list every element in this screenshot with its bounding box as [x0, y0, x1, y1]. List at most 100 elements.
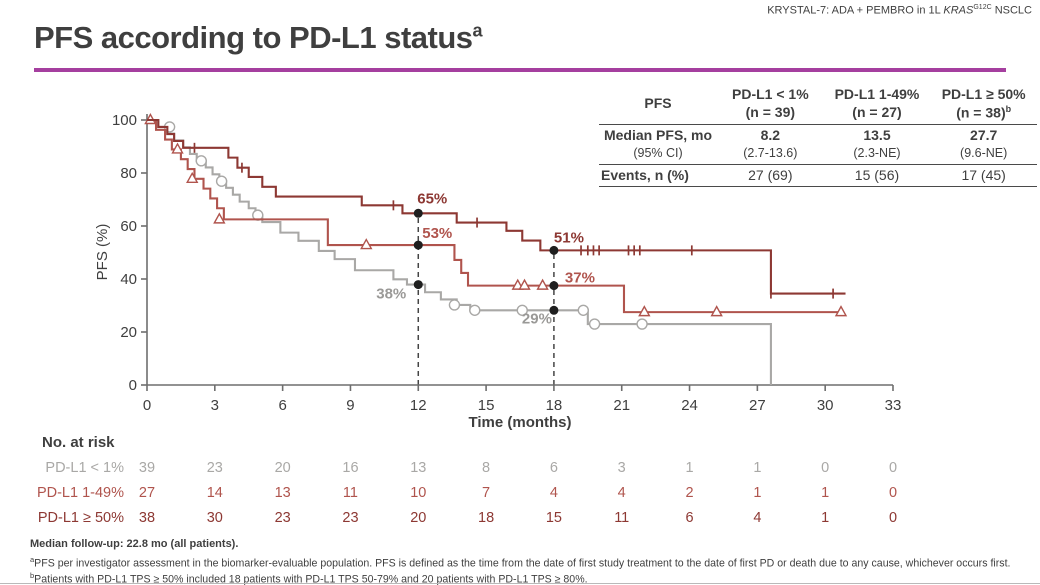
- x-tick-label: 27: [749, 397, 766, 414]
- circle-marker: [215, 175, 228, 187]
- risk-count: 15: [546, 510, 562, 526]
- risk-count: 23: [275, 510, 291, 526]
- risk-count: 39: [139, 460, 155, 476]
- median-pfs-label: Median PFS, mo (95% CI): [603, 126, 713, 161]
- summary-col-pdl1-1-49: PD-L1 1-49% (n = 27): [834, 86, 920, 120]
- landmark-label: 51%: [554, 229, 584, 246]
- risk-count: 0: [889, 510, 897, 526]
- risk-count: 10: [410, 485, 426, 501]
- kicker-gene: KRAS: [943, 4, 974, 17]
- risk-count: 7: [482, 485, 490, 501]
- circle-marker: [195, 155, 207, 167]
- summary-table-header-row: PFS PD-L1 < 1% (n = 39) PD-L1 1-49% (n = 2…: [599, 84, 1037, 125]
- risk-row-label: PD-L1 < 1%: [45, 460, 124, 476]
- no-at-risk-title: No. at risk: [42, 434, 115, 451]
- x-tick-label: 30: [817, 397, 834, 414]
- circle-marker: [577, 304, 589, 316]
- landmark-label: 38%: [376, 286, 406, 303]
- kicker-gene-superscript: G12C: [973, 4, 992, 11]
- y-tick-label: 40: [120, 271, 137, 288]
- events-ge50: 17 (45): [961, 166, 1006, 183]
- y-tick-label: 0: [129, 377, 137, 394]
- risk-count: 4: [618, 485, 626, 501]
- landmark-label: 37%: [565, 270, 595, 287]
- events-1-49: 15 (56): [854, 166, 900, 183]
- risk-count: 13: [275, 485, 291, 501]
- x-tick-label: 15: [478, 397, 495, 414]
- x-axis-title: Time (months): [468, 414, 571, 431]
- summary-col-pdl1-ge50: PD-L1 ≥ 50% (n = 38)b: [941, 86, 1026, 121]
- y-tick-label: 80: [120, 165, 137, 182]
- triangle-marker: [213, 212, 226, 224]
- risk-count: 4: [550, 485, 558, 501]
- title-underline: [34, 68, 1006, 72]
- footnote-b-text: Patients with PD-L1 TPS ≥ 50% included 1…: [34, 573, 588, 585]
- circle-marker: [588, 318, 601, 330]
- kicker-prefix: KRYSTAL-7: ADA + PEMBRO in 1L: [767, 4, 944, 17]
- footnote-a-text: PFS per investigator assessment in the b…: [34, 557, 1011, 570]
- risk-count: 14: [207, 485, 223, 501]
- risk-count: 23: [207, 460, 223, 476]
- risk-row-label: PD-L1 1-49%: [37, 485, 124, 501]
- triangle-marker: [518, 278, 531, 290]
- triangle-marker: [638, 305, 651, 317]
- risk-count: 3: [618, 460, 626, 476]
- risk-count: 20: [410, 510, 426, 526]
- risk-count: 18: [478, 510, 494, 526]
- landmark-dot: [413, 280, 423, 290]
- x-tick-label: 6: [278, 397, 286, 414]
- risk-count: 1: [753, 485, 761, 501]
- col-header-superscript: b: [1005, 103, 1012, 114]
- risk-count: 1: [821, 510, 829, 526]
- triangle-marker: [536, 278, 549, 290]
- risk-count: 2: [686, 485, 694, 501]
- x-tick-label: 9: [346, 397, 354, 414]
- median-pfs-ge50: 27.7 (9.6-NE): [960, 126, 1008, 161]
- page-title-superscript: a: [472, 20, 483, 41]
- x-tick-label: 0: [143, 397, 151, 414]
- events-row: Events, n (%) 27 (69) 15 (56) 17 (45): [599, 164, 1037, 187]
- km-curve-pd-l1-1-49-: [147, 118, 844, 314]
- triangle-marker: [171, 142, 184, 154]
- y-tick-label: 60: [120, 218, 137, 235]
- risk-count: 23: [342, 510, 358, 526]
- landmark-dot: [413, 240, 423, 250]
- risk-count: 6: [550, 460, 558, 476]
- risk-count: 38: [139, 510, 155, 526]
- footnote-b-superscript: b: [30, 570, 35, 580]
- triangle-marker: [710, 305, 723, 317]
- x-tick-label: 12: [410, 397, 427, 414]
- landmark-dot: [549, 245, 559, 255]
- risk-count: 4: [753, 510, 761, 526]
- risk-count: 13: [410, 460, 426, 476]
- y-tick-label: 100: [112, 112, 137, 129]
- risk-count: 20: [275, 460, 291, 476]
- events-lt1: 27 (69): [748, 166, 793, 183]
- median-pfs-lt1: 8.2 (2.7-13.6): [743, 126, 798, 161]
- triangle-marker: [186, 171, 199, 184]
- footnote-a-superscript: a: [30, 555, 35, 564]
- landmark-dot: [549, 281, 559, 291]
- landmark-dot: [549, 305, 559, 315]
- risk-count: 0: [889, 485, 897, 501]
- x-tick-label: 33: [885, 397, 902, 414]
- y-axis-title: PFS (%): [94, 224, 111, 281]
- risk-count: 1: [686, 460, 694, 476]
- summary-table-corner-label: PFS: [644, 95, 672, 112]
- page-title-text: PFS according to PD-L1 status: [34, 20, 473, 55]
- triangle-marker: [834, 305, 848, 317]
- risk-count: 11: [614, 510, 629, 526]
- x-tick-label: 3: [211, 397, 219, 414]
- risk-count: 6: [686, 510, 694, 526]
- circle-marker: [636, 318, 648, 330]
- risk-count: 27: [139, 485, 155, 501]
- risk-count: 8: [482, 460, 490, 476]
- x-tick-label: 21: [613, 397, 630, 414]
- bottom-rule: [0, 583, 1040, 584]
- circle-marker: [469, 304, 481, 316]
- kicker-suffix: NSCLC: [991, 4, 1032, 17]
- risk-count: 0: [821, 460, 829, 476]
- median-pfs-row: Median PFS, mo (95% CI) 8.2 (2.7-13.6) 13.…: [599, 124, 1037, 165]
- risk-count: 30: [207, 510, 223, 526]
